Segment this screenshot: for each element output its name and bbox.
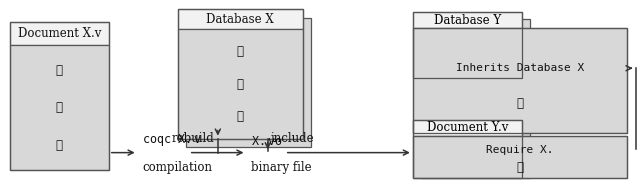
Bar — [413, 136, 627, 178]
Text: ⋮: ⋮ — [516, 161, 524, 174]
Bar — [10, 45, 109, 170]
Text: ⋮: ⋮ — [237, 78, 244, 90]
Text: ⋮: ⋮ — [516, 97, 524, 110]
Text: Database Y: Database Y — [433, 14, 501, 27]
Text: Document Y.v: Document Y.v — [426, 122, 508, 134]
Bar — [413, 120, 522, 136]
Text: Inherits Database X: Inherits Database X — [456, 63, 584, 73]
Text: ⋮: ⋮ — [237, 45, 244, 58]
Bar — [413, 12, 522, 28]
Bar — [413, 120, 522, 178]
Text: $\mathtt{X.vo}$: $\mathtt{X.vo}$ — [251, 135, 283, 148]
Text: compilation: compilation — [142, 161, 212, 174]
Bar — [413, 28, 627, 133]
Text: Require X.: Require X. — [486, 145, 554, 155]
Text: binary file: binary file — [251, 161, 312, 174]
Bar — [413, 136, 627, 178]
Text: ⋮: ⋮ — [56, 64, 63, 77]
Bar — [10, 22, 109, 45]
Bar — [186, 18, 311, 147]
Text: rebuild: rebuild — [172, 132, 214, 145]
Text: ⋮: ⋮ — [237, 110, 244, 123]
Bar — [413, 28, 627, 133]
Bar — [421, 19, 530, 85]
Text: include: include — [271, 132, 315, 145]
Text: Database X: Database X — [207, 13, 274, 26]
Text: Document X.v: Document X.v — [17, 27, 101, 40]
Bar — [413, 12, 522, 78]
Bar — [178, 9, 303, 29]
Bar — [178, 9, 303, 139]
Bar — [10, 22, 109, 170]
Text: ⋮: ⋮ — [56, 139, 63, 152]
Bar — [178, 29, 303, 139]
Text: coqc $\mathtt{X.v}$: coqc $\mathtt{X.v}$ — [142, 132, 202, 148]
Text: ⋮: ⋮ — [56, 101, 63, 114]
Bar — [421, 120, 530, 178]
